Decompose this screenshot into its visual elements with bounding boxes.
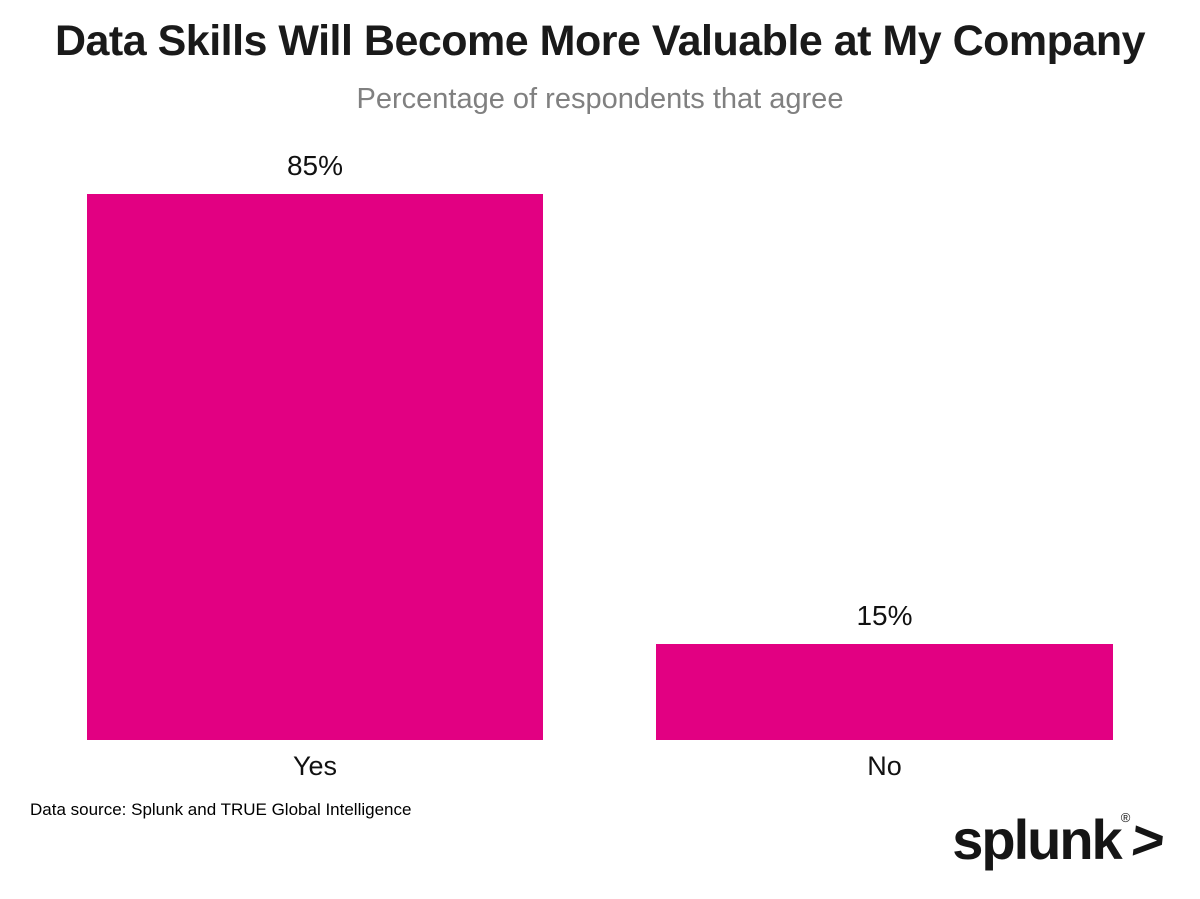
bar-yes	[87, 194, 543, 740]
splunk-logo: splunk®>	[952, 806, 1166, 873]
bar-group-no: 15% No	[656, 140, 1113, 780]
splunk-chevron-icon: >	[1128, 808, 1167, 871]
bar-value-label: 85%	[286, 150, 344, 181]
chart-subtitle: Percentage of respondents that agree	[356, 83, 844, 115]
data-source-note: Data source: Splunk and TRUE Global Inte…	[30, 800, 412, 819]
bar-chart: 85% Yes 15% No	[0, 140, 1200, 780]
bar-no	[656, 644, 1113, 740]
chart-title: Data Skills Will Become More Valuable at…	[54, 17, 1146, 65]
bar-group-yes: 85% Yes	[87, 140, 543, 780]
bar-category-label: Yes	[292, 751, 338, 781]
splunk-logo-text: splunk	[952, 808, 1122, 871]
bar-category-label: No	[867, 751, 902, 781]
registered-trademark-icon: ®	[1120, 810, 1131, 825]
bar-value-label: 15%	[856, 600, 913, 631]
